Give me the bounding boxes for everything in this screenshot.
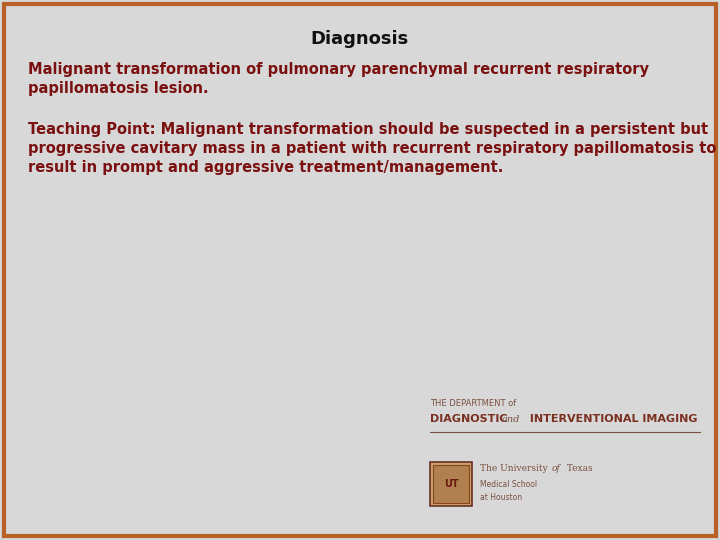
- Text: DIAGNOSTIC: DIAGNOSTIC: [430, 414, 511, 424]
- Text: INTERVENTIONAL IMAGING: INTERVENTIONAL IMAGING: [526, 414, 698, 424]
- Text: of: of: [552, 464, 561, 473]
- FancyBboxPatch shape: [4, 4, 716, 536]
- Text: THE DEPARTMENT of: THE DEPARTMENT of: [430, 399, 516, 408]
- FancyBboxPatch shape: [430, 462, 472, 506]
- FancyBboxPatch shape: [433, 465, 469, 503]
- Text: The University: The University: [480, 464, 551, 473]
- Text: Diagnosis: Diagnosis: [311, 30, 409, 48]
- Text: at Houston: at Houston: [480, 493, 522, 502]
- Text: Texas: Texas: [564, 464, 593, 473]
- Text: UT: UT: [444, 479, 459, 489]
- Text: Medical School: Medical School: [480, 480, 537, 489]
- Text: and: and: [502, 415, 521, 424]
- Text: Teaching Point: Malignant transformation should be suspected in a persistent but: Teaching Point: Malignant transformation…: [28, 122, 716, 176]
- Text: Malignant transformation of pulmonary parenchymal recurrent respiratory
papillom: Malignant transformation of pulmonary pa…: [28, 62, 649, 96]
